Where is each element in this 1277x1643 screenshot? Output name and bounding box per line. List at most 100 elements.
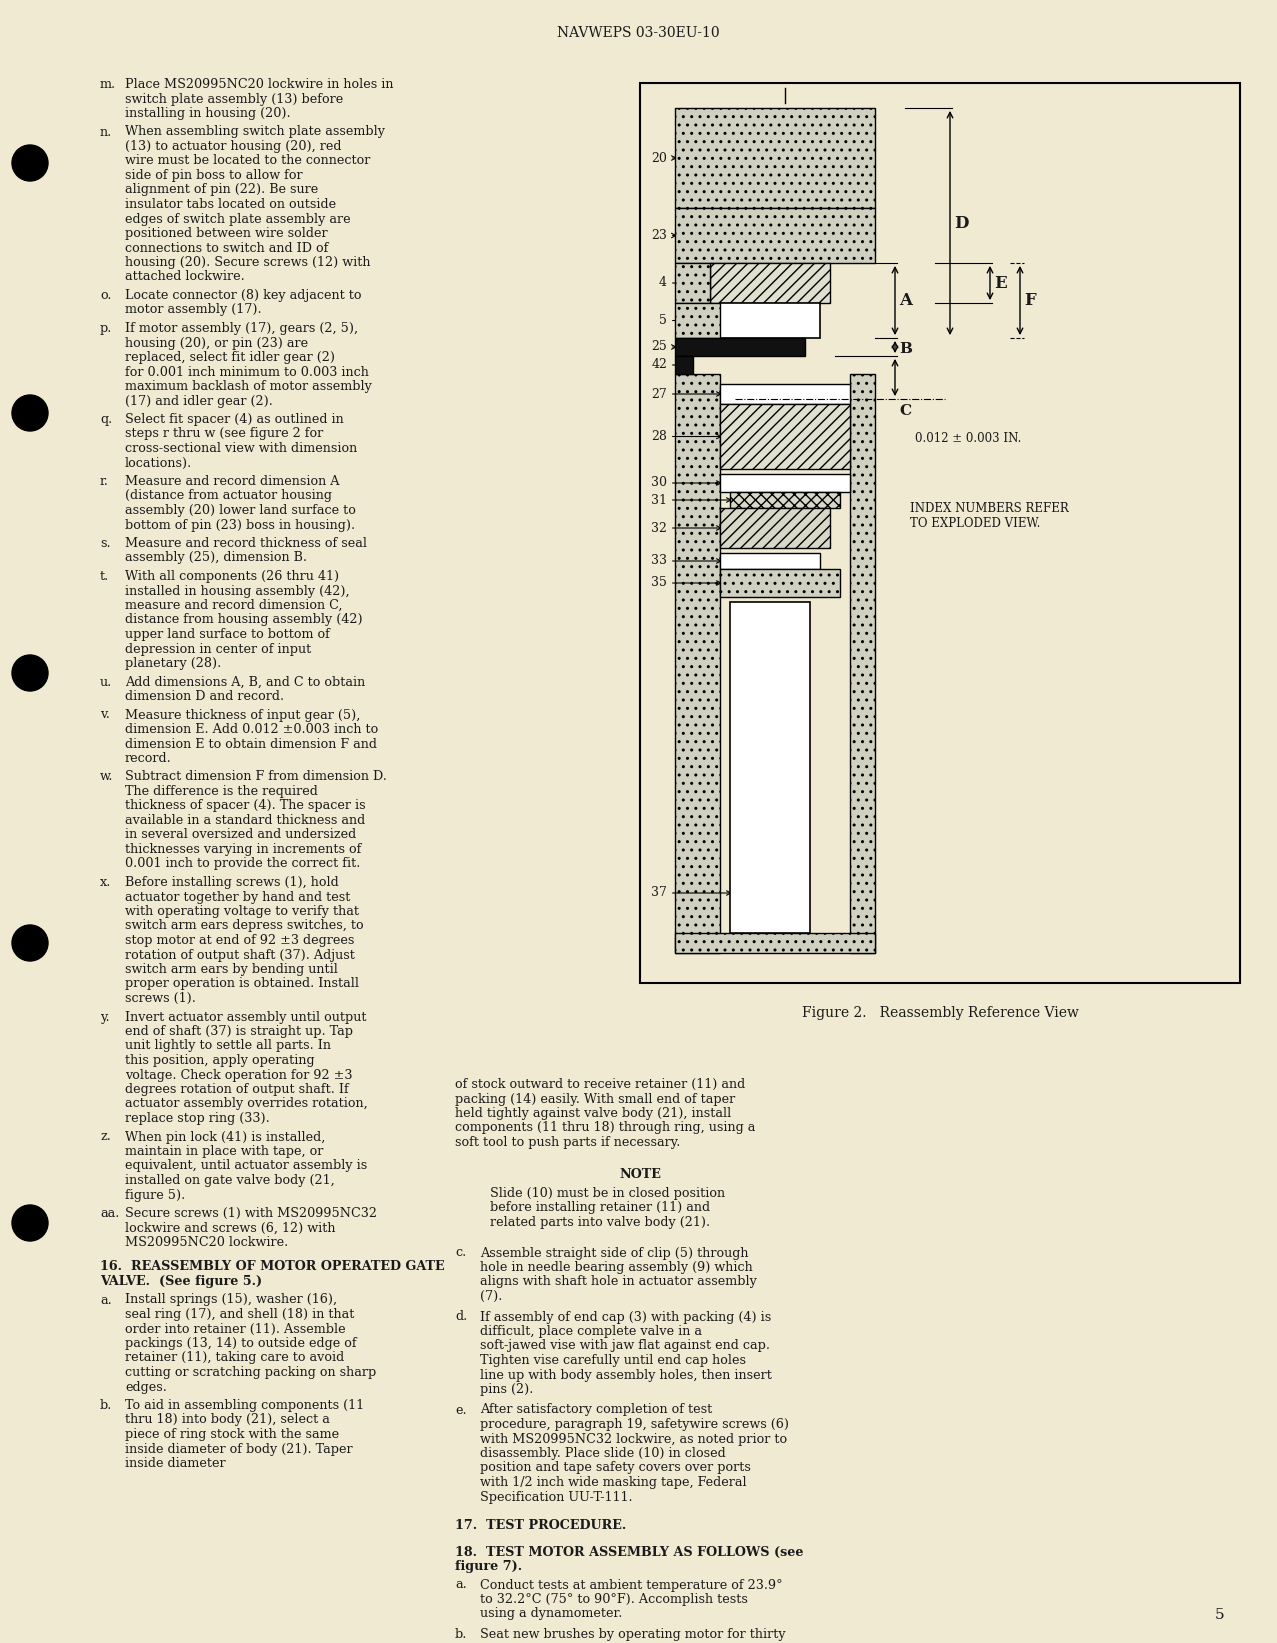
Text: t.: t. (100, 570, 110, 583)
Bar (730, 601, 810, 933)
Bar (676, 108, 875, 209)
Text: inside diameter of body (21). Taper: inside diameter of body (21). Taper (125, 1443, 352, 1456)
Text: n.: n. (100, 125, 112, 138)
Text: edges.: edges. (125, 1380, 167, 1393)
Text: 5: 5 (659, 314, 722, 327)
Text: bottom of pin (23) boss in housing).: bottom of pin (23) boss in housing). (125, 519, 355, 531)
Text: switch arm ears depress switches, to: switch arm ears depress switches, to (125, 920, 364, 933)
Text: s.: s. (100, 537, 111, 550)
Bar (720, 473, 850, 491)
Text: r.: r. (100, 475, 109, 488)
Text: 28: 28 (651, 430, 722, 444)
Text: MS20995NC20 lockwire.: MS20995NC20 lockwire. (125, 1236, 289, 1249)
Text: with MS20995NC32 lockwire, as noted prior to: with MS20995NC32 lockwire, as noted prio… (480, 1433, 787, 1446)
Bar (676, 209, 875, 263)
Text: actuator assembly overrides rotation,: actuator assembly overrides rotation, (125, 1098, 368, 1111)
Text: u.: u. (100, 675, 112, 688)
Text: When assembling switch plate assembly: When assembling switch plate assembly (125, 125, 384, 138)
Text: 33: 33 (651, 554, 722, 567)
Text: Select fit spacer (4) as outlined in: Select fit spacer (4) as outlined in (125, 412, 344, 426)
Text: Measure and record dimension A: Measure and record dimension A (125, 475, 340, 488)
Text: dimension D and record.: dimension D and record. (125, 690, 283, 703)
Bar (676, 933, 875, 953)
Text: If motor assembly (17), gears (2, 5),: If motor assembly (17), gears (2, 5), (125, 322, 358, 335)
Text: alignment of pin (22). Be sure: alignment of pin (22). Be sure (125, 184, 318, 197)
Text: (7).: (7). (480, 1290, 502, 1303)
Text: VALVE.  (See figure 5.): VALVE. (See figure 5.) (100, 1275, 262, 1288)
Text: housing (20). Secure screws (12) with: housing (20). Secure screws (12) with (125, 256, 370, 269)
Text: 5: 5 (1216, 1608, 1225, 1622)
Text: 35: 35 (651, 577, 722, 590)
Text: planetary (28).: planetary (28). (125, 657, 221, 670)
Text: Place MS20995NC20 lockwire in holes in: Place MS20995NC20 lockwire in holes in (125, 77, 393, 90)
Text: B: B (899, 342, 912, 357)
Text: voltage. Check operation for 92 ±3: voltage. Check operation for 92 ±3 (125, 1068, 352, 1081)
Text: held tightly against valve body (21), install: held tightly against valve body (21), in… (455, 1107, 732, 1121)
Text: wire must be located to the connector: wire must be located to the connector (125, 154, 370, 168)
Bar (720, 404, 850, 468)
Text: retainer (11), taking care to avoid: retainer (11), taking care to avoid (125, 1352, 345, 1364)
Text: 20: 20 (651, 151, 676, 164)
Text: maintain in place with tape, or: maintain in place with tape, or (125, 1145, 323, 1158)
Text: (13) to actuator housing (20), red: (13) to actuator housing (20), red (125, 140, 341, 153)
Text: with operating voltage to verify that: with operating voltage to verify that (125, 905, 359, 918)
Text: figure 5).: figure 5). (125, 1188, 185, 1201)
Text: actuator together by hand and test: actuator together by hand and test (125, 891, 350, 904)
Text: Assemble straight side of clip (5) through: Assemble straight side of clip (5) throu… (480, 1247, 748, 1260)
Bar (676, 302, 720, 338)
Text: screws (1).: screws (1). (125, 992, 195, 1006)
Text: Conduct tests at ambient temperature of 23.9°: Conduct tests at ambient temperature of … (480, 1579, 783, 1592)
Text: dimension E to obtain dimension F and: dimension E to obtain dimension F and (125, 738, 377, 751)
Bar (730, 491, 840, 508)
Text: d.: d. (455, 1311, 467, 1324)
Text: for 0.001 inch minimum to 0.003 inch: for 0.001 inch minimum to 0.003 inch (125, 365, 369, 378)
Text: With all components (26 thru 41): With all components (26 thru 41) (125, 570, 340, 583)
Text: assembly (25), dimension B.: assembly (25), dimension B. (125, 552, 306, 565)
Bar (710, 263, 830, 302)
Text: soft tool to push parts if necessary.: soft tool to push parts if necessary. (455, 1135, 681, 1148)
Text: 23: 23 (651, 228, 676, 242)
Text: If assembly of end cap (3) with packing (4) is: If assembly of end cap (3) with packing … (480, 1311, 771, 1324)
Text: installed in housing assembly (42),: installed in housing assembly (42), (125, 585, 350, 598)
Text: end of shaft (37) is straight up. Tap: end of shaft (37) is straight up. Tap (125, 1025, 352, 1038)
Text: upper land surface to bottom of: upper land surface to bottom of (125, 628, 329, 641)
Text: in several oversized and undersized: in several oversized and undersized (125, 828, 356, 841)
Text: q.: q. (100, 412, 112, 426)
Text: piece of ring stock with the same: piece of ring stock with the same (125, 1428, 340, 1441)
Text: assembly (20) lower land surface to: assembly (20) lower land surface to (125, 504, 356, 518)
Text: side of pin boss to allow for: side of pin boss to allow for (125, 169, 303, 182)
Text: positioned between wire solder: positioned between wire solder (125, 227, 328, 240)
Text: a.: a. (100, 1293, 112, 1306)
Text: thickness of spacer (4). The spacer is: thickness of spacer (4). The spacer is (125, 800, 365, 813)
Text: After satisfactory completion of test: After satisfactory completion of test (480, 1403, 713, 1416)
Text: stop motor at end of 92 ±3 degrees: stop motor at end of 92 ±3 degrees (125, 933, 355, 946)
Bar (720, 384, 850, 404)
Text: Before installing screws (1), hold: Before installing screws (1), hold (125, 876, 338, 889)
Text: pins (2).: pins (2). (480, 1383, 534, 1397)
Text: housing (20), or pin (23) are: housing (20), or pin (23) are (125, 337, 308, 350)
Text: 42: 42 (651, 358, 681, 371)
Text: The difference is the required: The difference is the required (125, 785, 318, 798)
Text: Locate connector (8) key adjacent to: Locate connector (8) key adjacent to (125, 289, 361, 302)
Text: installed on gate valve body (21,: installed on gate valve body (21, (125, 1175, 335, 1186)
Text: Seat new brushes by operating motor for thirty: Seat new brushes by operating motor for … (480, 1628, 785, 1641)
Text: with 1/2 inch wide masking tape, Federal: with 1/2 inch wide masking tape, Federal (480, 1475, 747, 1489)
Text: unit lightly to settle all parts. In: unit lightly to settle all parts. In (125, 1040, 331, 1053)
Text: 0.012 ± 0.003 IN.: 0.012 ± 0.003 IN. (916, 432, 1022, 445)
Text: o.: o. (100, 289, 111, 302)
Bar (720, 568, 840, 596)
Text: F: F (1024, 292, 1036, 309)
Text: replaced, select fit idler gear (2): replaced, select fit idler gear (2) (125, 352, 335, 365)
Text: INDEX NUMBERS REFER
TO EXPLODED VIEW.: INDEX NUMBERS REFER TO EXPLODED VIEW. (911, 503, 1069, 531)
Text: order into retainer (11). Assemble: order into retainer (11). Assemble (125, 1323, 346, 1336)
Text: Tighten vise carefully until end cap holes: Tighten vise carefully until end cap hol… (480, 1354, 746, 1367)
Text: 37: 37 (651, 887, 730, 899)
Text: b.: b. (455, 1628, 467, 1641)
Text: distance from housing assembly (42): distance from housing assembly (42) (125, 613, 363, 626)
Text: z.: z. (100, 1130, 111, 1144)
Text: measure and record dimension C,: measure and record dimension C, (125, 600, 342, 611)
Text: replace stop ring (33).: replace stop ring (33). (125, 1112, 269, 1125)
Text: c.: c. (455, 1247, 466, 1260)
Text: insulator tabs located on outside: insulator tabs located on outside (125, 199, 336, 210)
Bar (640, 84, 1240, 983)
